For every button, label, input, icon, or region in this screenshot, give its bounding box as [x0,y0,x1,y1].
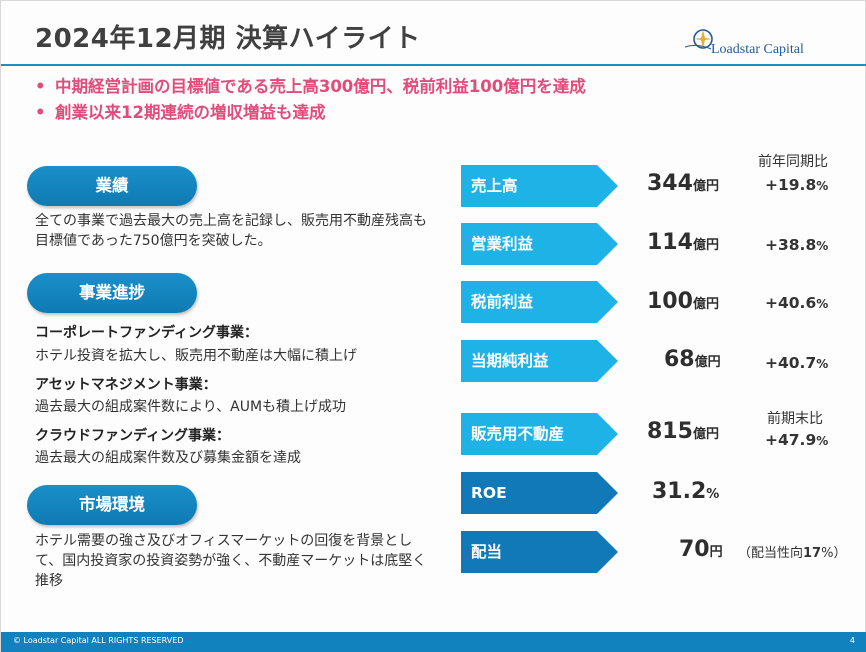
section-pill-market: 市場環境 [27,485,197,525]
chevron-arrow-icon [461,531,618,573]
metric-growth-operating-profit: +38.8% [765,236,829,254]
metric-label-real-estate: 販売用不動産 [461,413,618,455]
highlight-item: • 創業以来12期連続の増収増益も達成 [35,100,586,126]
chevron-arrow-icon [461,281,618,323]
compass-star-icon [684,29,713,50]
company-logo: Loadstar Capital [681,27,841,63]
metric-growth-pretax-profit: +40.6% [765,294,829,312]
section-pill-progress: 事業進捗 [27,273,197,313]
chevron-arrow-icon [461,223,618,265]
copyright-text: © Loadstar Capital ALL RIGHTS RESERVED [13,636,184,645]
yoy-header: 前年同期比 [758,154,828,170]
chevron-arrow-icon [461,340,618,382]
highlights-list: • 中期経営計画の目標値である売上高300億円、税前利益100億円を達成 • 創業以… [35,74,586,126]
header-divider [1,64,866,66]
page-title: 2024年12月期 決算ハイライト [35,24,421,54]
metric-label-pretax-profit: 税前利益 [461,281,618,323]
chevron-arrow-icon [461,472,618,514]
metric-growth-real-estate: +47.9% [765,431,829,449]
metric-label-net-income: 当期純利益 [461,340,618,382]
section-pill-performance: 業績 [27,166,197,206]
metric-value-real-estate: 815億円 [647,419,719,444]
metric-value-net-income: 68億円 [664,347,721,372]
bullet-icon: • [35,103,46,122]
market-text: ホテル需要の強さ及びオフィスマーケットの回復を背景として、国内投資家の投資姿勢が… [35,533,427,589]
progress-item-title: クラウドファンディング事業： [35,428,231,444]
logo-text: Loadstar Capital [711,42,804,57]
chevron-arrow-icon [461,413,618,455]
progress-item-title: アセットマネジメント事業： [35,377,217,393]
progress-item-text: ホテル投資を拡大し、販売用不動産は大幅に積上げ [35,348,357,364]
metric-value-pretax-profit: 100億円 [647,289,719,314]
prior-end-header: 前期末比 [767,411,823,427]
footer-bar: © Loadstar Capital ALL RIGHTS RESERVED 4 [1,632,866,652]
performance-text: 全ての事業で過去最大の売上高を記録し、販売用不動産残高も目標値であった750億円… [35,213,427,249]
metric-value-sales: 344億円 [647,171,719,196]
metric-label-sales: 売上高 [461,165,618,207]
metric-label-dividend: 配当 [461,531,618,573]
metric-value-operating-profit: 114億円 [647,230,719,255]
dividend-payout-note: （配当性向17%） [738,546,847,561]
metric-value-roe: 31.2% [652,479,720,504]
metric-value-dividend: 70円 [679,537,723,562]
metric-label-operating-profit: 営業利益 [461,223,618,265]
page-number: 4 [849,636,855,645]
highlight-item: • 中期経営計画の目標値である売上高300億円、税前利益100億円を達成 [35,74,586,100]
progress-item-text: 過去最大の組成案件数及び募集金額を達成 [35,450,301,466]
metric-growth-sales: +19.8% [765,176,829,194]
chevron-arrow-icon [461,165,618,207]
bullet-icon: • [35,77,46,96]
metric-growth-net-income: +40.7% [765,354,829,372]
progress-item-text: 過去最大の組成案件数により、AUMも積上げ成功 [35,399,347,415]
progress-item-title: コーポレートファンディング事業： [35,325,259,341]
metric-label-roe: ROE [461,472,618,514]
